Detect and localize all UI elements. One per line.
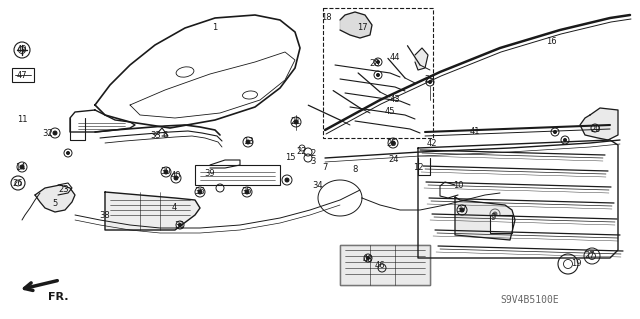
Text: 16: 16	[546, 38, 556, 47]
Polygon shape	[580, 108, 618, 140]
Text: FR.: FR.	[48, 292, 68, 302]
Circle shape	[493, 212, 497, 216]
Text: 35: 35	[242, 188, 252, 197]
Text: 49: 49	[17, 46, 28, 55]
Text: 24: 24	[388, 155, 399, 165]
Text: 27: 27	[585, 251, 595, 261]
Text: 23: 23	[59, 186, 69, 195]
Polygon shape	[35, 185, 75, 212]
Text: 41: 41	[470, 128, 480, 137]
Text: 5: 5	[52, 199, 58, 209]
Circle shape	[164, 170, 168, 174]
Circle shape	[460, 208, 464, 212]
Text: 31: 31	[175, 220, 186, 229]
Text: S9V4B5100E: S9V4B5100E	[500, 295, 559, 305]
Text: 30: 30	[161, 167, 172, 176]
Circle shape	[245, 190, 249, 194]
Text: 25: 25	[387, 138, 397, 147]
Circle shape	[376, 61, 380, 63]
Circle shape	[429, 80, 431, 84]
Text: 9: 9	[490, 212, 495, 221]
Text: 17: 17	[356, 23, 367, 32]
Text: 29: 29	[425, 76, 435, 85]
Text: 47: 47	[17, 70, 28, 79]
Text: 28: 28	[370, 58, 380, 68]
Text: 18: 18	[321, 13, 332, 23]
Text: 36: 36	[195, 188, 205, 197]
Circle shape	[179, 224, 182, 226]
Circle shape	[53, 131, 57, 135]
Polygon shape	[340, 245, 430, 285]
Circle shape	[198, 190, 202, 194]
Text: 6: 6	[163, 131, 168, 140]
Text: 2: 2	[310, 150, 316, 159]
Text: 20: 20	[591, 125, 601, 135]
Circle shape	[174, 176, 178, 180]
Text: 32: 32	[43, 129, 53, 137]
Circle shape	[294, 120, 298, 124]
Text: 15: 15	[285, 152, 295, 161]
Bar	[340, 245, 430, 285]
Ellipse shape	[243, 91, 257, 99]
Text: 21: 21	[291, 116, 301, 125]
Circle shape	[20, 165, 24, 169]
Polygon shape	[455, 197, 515, 240]
Polygon shape	[340, 12, 372, 38]
Circle shape	[67, 152, 70, 154]
Text: 1: 1	[212, 24, 218, 33]
Bar	[490, 215, 512, 233]
Circle shape	[563, 138, 566, 142]
Text: 42: 42	[427, 138, 437, 147]
Text: 14: 14	[15, 162, 25, 172]
Text: 38: 38	[100, 211, 110, 219]
Text: 44: 44	[390, 54, 400, 63]
Circle shape	[391, 141, 395, 145]
Text: 4: 4	[172, 203, 177, 211]
Text: 22: 22	[297, 146, 307, 155]
Text: 45: 45	[385, 108, 396, 116]
Text: 46: 46	[374, 261, 385, 270]
Text: 8: 8	[352, 166, 358, 174]
Circle shape	[376, 73, 380, 77]
Circle shape	[285, 178, 289, 182]
Bar	[195, 165, 280, 185]
Text: 39: 39	[205, 168, 215, 177]
Bar	[323, 8, 433, 138]
Polygon shape	[105, 192, 200, 230]
Text: 19: 19	[571, 259, 581, 269]
Circle shape	[246, 140, 250, 144]
Ellipse shape	[176, 67, 194, 77]
Bar	[12, 68, 34, 82]
Text: 11: 11	[17, 115, 28, 124]
Text: 37: 37	[456, 205, 467, 214]
Polygon shape	[415, 48, 428, 70]
Text: 13: 13	[243, 137, 253, 146]
Text: 48: 48	[363, 256, 373, 264]
Text: 40: 40	[171, 170, 181, 180]
Text: 12: 12	[413, 162, 423, 172]
Circle shape	[367, 256, 369, 259]
Circle shape	[554, 130, 557, 133]
Text: 26: 26	[13, 179, 23, 188]
Text: 3: 3	[310, 157, 316, 166]
Text: 10: 10	[452, 181, 463, 189]
Text: 43: 43	[390, 95, 400, 105]
Text: 7: 7	[323, 162, 328, 172]
Text: 34: 34	[313, 181, 323, 189]
Text: 33: 33	[150, 131, 161, 140]
